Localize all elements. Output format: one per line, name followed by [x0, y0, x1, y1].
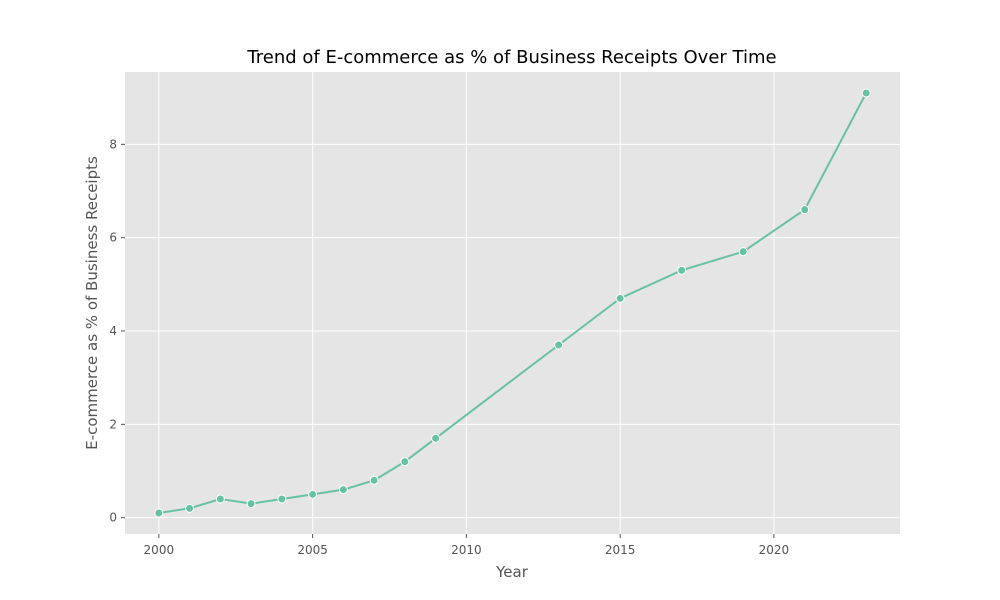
- data-point-2017: [677, 265, 687, 275]
- data-point-2005: [308, 489, 318, 499]
- x-tick-label: 2010: [451, 543, 482, 557]
- data-point-2019: [738, 247, 748, 257]
- y-axis-label: E-commerce as % of Business Receipts: [83, 156, 101, 450]
- chart-title: Trend of E-commerce as % of Business Rec…: [246, 47, 776, 68]
- data-point-2021: [800, 205, 810, 215]
- x-tick-label: 2000: [144, 543, 175, 557]
- data-point-2023: [861, 88, 871, 98]
- y-tick-label: 0: [109, 511, 117, 525]
- series-line: [158, 92, 868, 514]
- data-point-2002: [215, 494, 225, 504]
- data-points: [154, 88, 871, 518]
- x-tick-label: 2005: [297, 543, 328, 557]
- y-tick-label: 2: [109, 417, 117, 431]
- x-axis-label: Year: [495, 563, 529, 581]
- y-tick-label: 8: [109, 137, 117, 151]
- y-tick-label: 6: [109, 231, 117, 245]
- data-point-2006: [338, 485, 348, 495]
- axis-ticks: 2000 2005 2010 2015 2020 0 2 4 6 8: [109, 137, 789, 557]
- data-point-2007: [369, 475, 379, 485]
- data-point-2000: [154, 508, 164, 518]
- data-point-2003: [246, 499, 256, 509]
- data-point-2015: [615, 293, 625, 303]
- plot-area: [125, 72, 900, 534]
- data-point-2013: [554, 340, 564, 350]
- data-point-2001: [185, 503, 195, 513]
- x-tick-label: 2020: [759, 543, 790, 557]
- x-tick-label: 2015: [605, 543, 636, 557]
- grid: [125, 72, 900, 534]
- data-point-2004: [277, 494, 287, 504]
- data-point-2008: [400, 457, 410, 467]
- y-tick-label: 4: [109, 324, 117, 338]
- data-point-2009: [431, 433, 441, 443]
